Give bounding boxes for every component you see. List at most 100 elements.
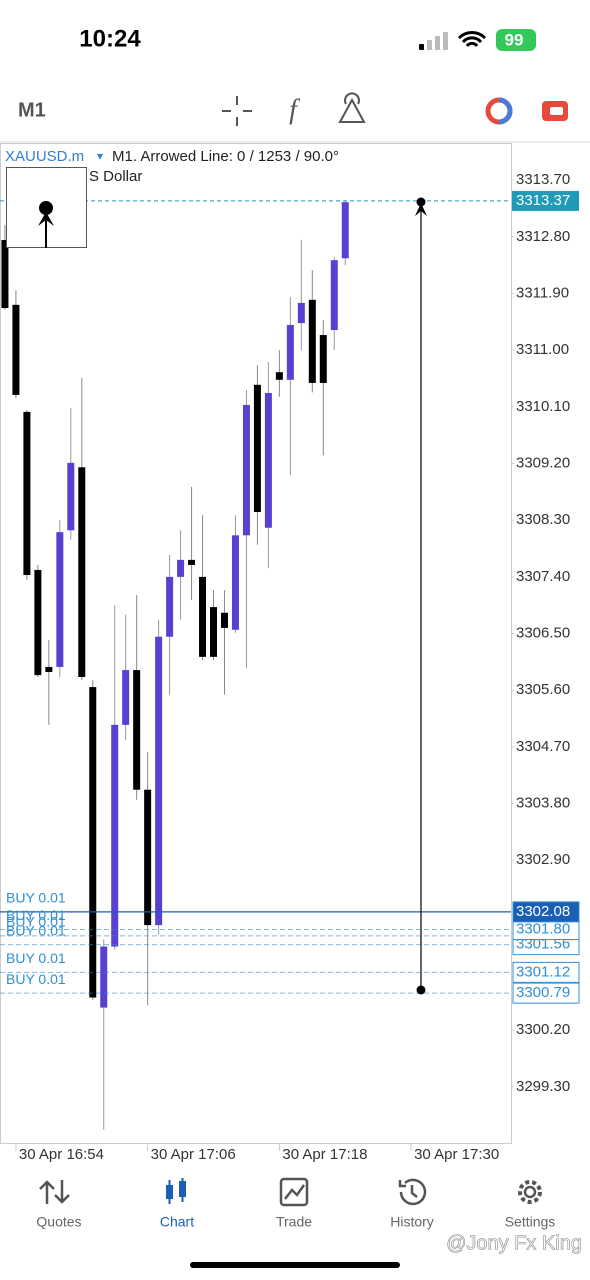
quotes-icon [39,1180,70,1204]
settings-icon [518,1180,542,1204]
candle-body [144,789,152,926]
bid-tag-label: 3313.37 [516,192,570,209]
timeframe-button[interactable]: M1 [18,99,46,121]
chart-icon [166,1178,186,1204]
arrowed-line[interactable] [415,197,427,995]
crosshair-button[interactable] [222,96,252,126]
tab-trade[interactable]: Trade [276,1214,312,1230]
battery [496,29,536,51]
y-tick-label: 3306.50 [516,625,570,642]
chart-frame [0,143,512,1144]
y-tick-label: 3305.60 [516,681,570,698]
candle-body [133,670,141,790]
trade-icon-line [284,1184,306,1200]
tab-history[interactable]: History [390,1214,434,1230]
symbol-menu[interactable]: ▾ [97,149,103,163]
candle-body [264,393,272,528]
x-tick-label: 30 Apr 17:30 [414,1146,499,1163]
candle-body [1,239,9,308]
price-tag [512,961,580,983]
price-tag [512,901,580,923]
candle-body [166,576,174,637]
x-tick-label: 30 Apr 16:54 [19,1146,104,1163]
y-tick-label: 3299.30 [516,1078,570,1095]
signal-icon [419,32,448,50]
y-tick-label: 3309.20 [516,454,570,471]
candle-body [275,372,283,380]
trade-button-half [498,97,513,125]
candle-body [308,299,316,383]
price-tag-label: 3300.79 [516,984,570,1001]
y-tick-label: 3302.90 [516,851,570,868]
watermark: @Jony Fx King [446,1232,582,1254]
settings-icon-center [523,1185,537,1199]
position-label: BUY 0.01 [6,922,66,938]
status-time: 10:24 [79,25,141,52]
candle-body [177,559,185,577]
y-tick-label: 3310.10 [516,398,570,415]
y-tick-label: 3308.30 [516,511,570,528]
candle-body [341,202,349,259]
candle-body [286,324,294,380]
bid-tag [512,190,579,211]
y-tick-label: 3313.70 [516,171,570,188]
objects-button[interactable] [338,92,366,123]
candle-body [56,532,64,667]
position-label: BUY 0.01 [6,971,66,987]
candle-body [231,535,239,630]
chart-info: M1. Arrowed Line: 0 / 1253 / 90.0° [112,148,339,165]
candle-body [111,724,119,947]
x-tick-label: 30 Apr 17:06 [151,1146,236,1163]
wifi-icon [457,31,487,48]
candle-body [45,666,53,672]
candle-body [330,260,338,331]
y-tick-label: 3311.00 [516,341,569,358]
history-icon [398,1178,427,1206]
candle-body [100,946,108,1008]
position-label: BUY 0.01 [6,907,66,923]
candle-body [12,304,20,395]
connection-icon [550,107,563,115]
y-tick-label: 3311.90 [516,284,569,301]
position-label: BUY 0.01 [6,890,66,906]
symbol[interactable]: XAUUSD.m [5,148,84,165]
candle-body [253,384,261,513]
candle-body [220,612,228,628]
indicators-button[interactable]: f [289,94,300,125]
y-tick-label: 3312.80 [516,228,570,245]
position-label: BUY 0.01 [6,950,66,966]
x-tick-label: 30 Apr 17:18 [282,1146,367,1163]
home-indicator [190,1262,400,1268]
y-tick-label: 3307.40 [516,568,570,585]
candle-body [122,670,130,725]
position-label: BUY 0.01 [6,914,66,930]
candle-body [155,636,163,926]
price-tag-label: 3301.80 [516,920,570,937]
candle-body [319,335,327,383]
tab-quotes[interactable]: Quotes [36,1214,81,1230]
y-tick-label: 3303.80 [516,795,570,812]
chart-subtitle: S Dollar [89,168,142,185]
candle-body [199,576,207,657]
candle-body [297,302,305,324]
candle-body [188,559,196,565]
arrow-object-icon [38,201,54,248]
battery-level: 99 [505,30,524,49]
candle-body [210,607,218,657]
price-tag-label: 3302.08 [516,903,570,920]
price-tag [512,982,580,1004]
price-tag-label: 3301.12 [516,963,570,980]
trade-icon [279,1177,309,1207]
candle-body [67,462,75,531]
candle-body [78,467,86,678]
tab-chart[interactable]: Chart [160,1214,194,1230]
candle-body [23,411,31,575]
candle-body [89,687,97,998]
candle-body [242,404,250,536]
chart: 3313.70 3312.80 3311.90 3311.00 3310.10 3309.… [0,171,580,1163]
tab-settings[interactable]: Settings [505,1214,556,1230]
tab-bar: Quotes Chart Trade History Settings [36,1177,556,1230]
y-tick-label: 3300.20 [516,1021,570,1038]
